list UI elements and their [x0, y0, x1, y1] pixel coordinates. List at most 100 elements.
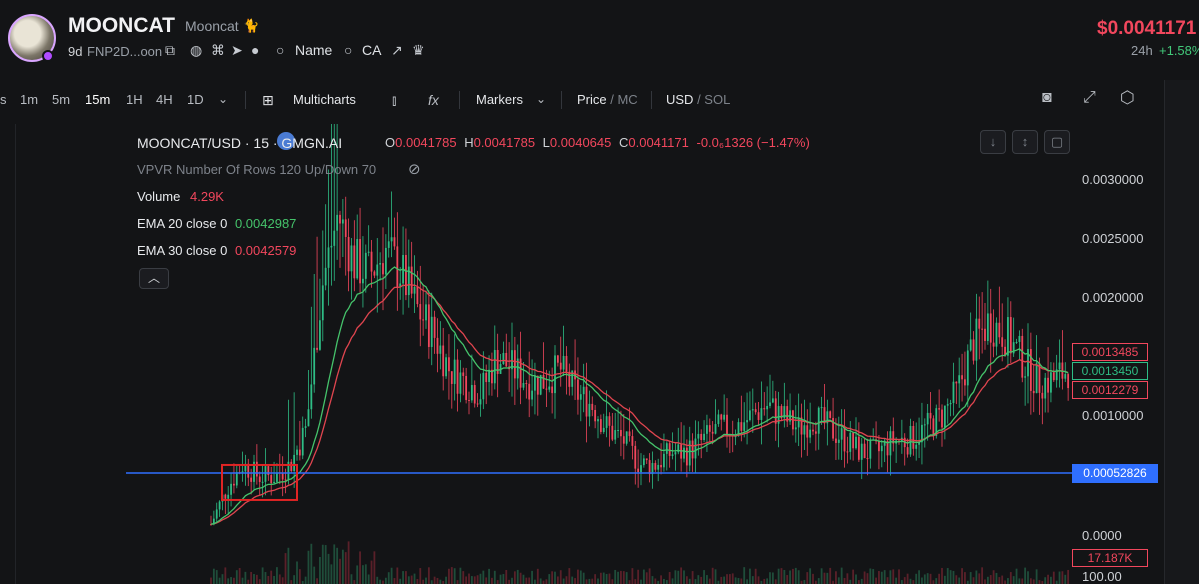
volume-bar	[419, 568, 422, 584]
volume-bar	[427, 567, 430, 584]
avatar-badge-icon	[42, 50, 54, 62]
volume-bar	[918, 570, 920, 584]
external-link-icon[interactable]: ↗	[391, 42, 403, 58]
maximize-pane-icon[interactable]: ▢	[1044, 130, 1070, 154]
volume-bar	[264, 572, 267, 584]
volume-bar	[491, 577, 493, 584]
multicharts-button[interactable]: Multicharts	[293, 92, 356, 107]
interval-4h[interactable]: 4H	[156, 92, 173, 107]
volume-bar	[1067, 569, 1070, 584]
interval-1h[interactable]: 1H	[126, 92, 143, 107]
globe-icon[interactable]: ◍	[190, 42, 203, 58]
candle-body	[479, 399, 482, 405]
volume-bar	[989, 575, 992, 584]
currency-toggle[interactable]: USD / SOL	[666, 92, 731, 107]
candle-body	[350, 245, 353, 272]
volume-bar	[442, 580, 445, 584]
volume-bar	[846, 573, 849, 584]
volume-bar	[505, 569, 508, 584]
volume-bar	[746, 579, 748, 584]
candle-body	[677, 444, 680, 453]
candle-body	[832, 417, 834, 439]
volume-bar	[227, 578, 230, 584]
candle-body	[542, 375, 545, 389]
volume-bar	[900, 580, 903, 584]
chevron-down-icon[interactable]: ⌄	[218, 92, 229, 106]
candle-body	[941, 409, 943, 428]
send-icon[interactable]: ➤	[231, 42, 243, 58]
volume-bar	[255, 574, 258, 584]
interval-5m[interactable]: 5m	[52, 92, 71, 107]
candle-body	[511, 350, 513, 370]
candles-icon[interactable]: ⫾	[392, 92, 397, 108]
volume-bar	[852, 569, 855, 584]
candle-body	[548, 386, 551, 390]
candle-body	[1050, 372, 1052, 393]
side-panel[interactable]	[1164, 80, 1199, 584]
fullscreen-icon[interactable]: ⤢	[1083, 89, 1096, 106]
candle-body	[642, 458, 645, 466]
circle-menu-icon[interactable]: ●	[251, 42, 260, 58]
volume-bar	[459, 567, 462, 584]
volume-bar	[407, 576, 410, 584]
volume-bar	[531, 570, 533, 584]
indicators-fx-icon[interactable]: fx	[428, 92, 439, 108]
arrow-updown-icon[interactable]: ↕	[1012, 130, 1038, 154]
crown-icon[interactable]: ♛	[412, 42, 425, 58]
volume-bar	[462, 571, 465, 584]
volume-bar	[376, 576, 379, 584]
volume-bar	[697, 575, 700, 584]
arrow-down-icon[interactable]: ↓	[980, 130, 1006, 154]
interval-15m[interactable]: 15m	[85, 92, 111, 107]
volume-bar	[1021, 578, 1024, 584]
volume-bar	[496, 580, 499, 584]
volume-bar	[585, 579, 588, 584]
name-search-button[interactable]: Name	[295, 42, 333, 58]
volume-bar	[617, 571, 619, 584]
ca-search-button[interactable]: CA	[362, 42, 382, 58]
volume-bar	[820, 568, 823, 584]
candle-body	[1067, 374, 1070, 389]
camera-icon[interactable]: ◙	[1042, 89, 1052, 106]
candle-body	[958, 375, 961, 384]
eye-off-icon[interactable]: ⊘	[408, 161, 421, 178]
interval-1m[interactable]: 1m	[20, 92, 39, 107]
vpvr-label[interactable]: VPVR Number Of Rows 120 Up/Down 70	[137, 162, 377, 177]
copy-icon[interactable]: ⧉	[165, 42, 175, 58]
volume-bar	[906, 573, 909, 584]
token-address: FNP2D...oon	[87, 44, 163, 59]
candle-body	[1021, 335, 1024, 378]
price-axis[interactable]: 0.0030000 0.0025000 0.0020000 0.0013485 …	[1072, 124, 1164, 584]
volume-bar	[215, 570, 218, 584]
markers-button[interactable]: Markers	[476, 92, 523, 107]
volume-bar	[826, 572, 829, 584]
candle-body	[571, 370, 574, 387]
settings-icon[interactable]: ⬡	[1120, 88, 1135, 107]
telegram-icon[interactable]: ⌘	[211, 42, 225, 58]
highlight-box[interactable]	[221, 463, 298, 501]
candle-body	[250, 477, 253, 482]
candle-body	[1041, 392, 1044, 399]
volume-bar	[843, 577, 846, 584]
candle-body	[989, 313, 992, 343]
candle-body	[972, 339, 975, 361]
chevron-down-icon[interactable]: ⌄	[536, 92, 547, 106]
candle-body	[505, 352, 508, 367]
candle-body	[915, 444, 918, 449]
interval-1d[interactable]: 1D	[187, 92, 204, 107]
interval-s[interactable]: s	[0, 92, 7, 107]
candle-body	[749, 410, 751, 421]
volume-bar	[648, 568, 651, 584]
collapse-legend-button[interactable]: ︿	[139, 268, 169, 289]
volume-bar	[875, 577, 877, 584]
volume-bar	[949, 570, 952, 584]
volume-bar	[823, 572, 826, 584]
candle-body	[427, 304, 430, 347]
candle-body	[336, 214, 339, 231]
price-chart[interactable]	[126, 124, 1076, 584]
price-mc-toggle[interactable]: Price / MC	[577, 92, 638, 107]
candle-body	[829, 411, 832, 418]
add-chart-icon[interactable]: ⊞	[262, 92, 274, 108]
volume-bar	[803, 579, 806, 584]
drawing-toolbar-edge[interactable]	[0, 124, 16, 584]
